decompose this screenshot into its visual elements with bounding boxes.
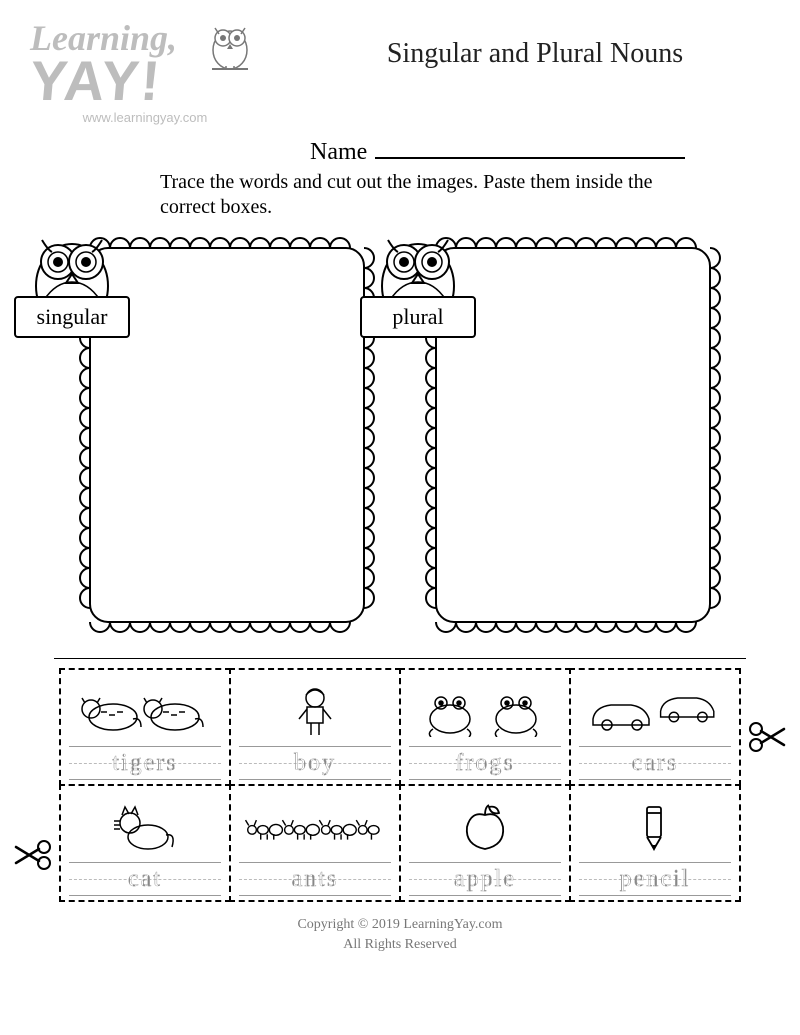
- trace-text: boy: [294, 750, 336, 777]
- trace-text: tigers: [112, 750, 177, 777]
- cutout-cell: cars: [569, 668, 741, 786]
- instructions: Trace the words and cut out the images. …: [160, 170, 700, 220]
- divider: [54, 658, 746, 659]
- boy-icon: [239, 676, 391, 746]
- trace-word[interactable]: frogs: [409, 746, 561, 780]
- name-field: Name: [310, 135, 770, 166]
- owl-icon: [206, 16, 254, 72]
- rights: All Rights Reserved: [30, 935, 770, 955]
- sort-area: singular: [30, 230, 770, 640]
- trace-word[interactable]: boy: [239, 746, 391, 780]
- trace-word[interactable]: cars: [579, 746, 731, 780]
- footer: Copyright © 2019 LearningYay.com All Rig…: [30, 915, 770, 954]
- apple-icon: [409, 792, 561, 862]
- header: Learning, YAY! www.learningyay.com Singu…: [30, 20, 770, 125]
- sort-box-singular: singular: [72, 230, 382, 640]
- trace-word[interactable]: ants: [239, 862, 391, 896]
- cutout-cell: cat: [59, 784, 231, 902]
- name-blank[interactable]: [375, 135, 685, 159]
- trace-text: frogs: [455, 750, 514, 777]
- cutout-cell: boy: [229, 668, 401, 786]
- page-title: Singular and Plural Nouns: [300, 38, 770, 70]
- trace-word[interactable]: cat: [69, 862, 221, 896]
- cars-icon: [579, 676, 731, 746]
- logo: Learning, YAY! www.learningyay.com: [30, 20, 260, 125]
- box-label-plural: plural: [360, 296, 476, 338]
- name-label: Name: [310, 139, 367, 166]
- cutout-cell: apple: [399, 784, 571, 902]
- box-label-text: singular: [37, 304, 108, 330]
- logo-url: www.learningyay.com: [30, 110, 260, 125]
- cutout-cell: ants: [229, 784, 401, 902]
- trace-word[interactable]: tigers: [69, 746, 221, 780]
- trace-text: apple: [454, 866, 516, 893]
- cutout-cell: frogs: [399, 668, 571, 786]
- ants-icon: [239, 792, 391, 862]
- trace-word[interactable]: apple: [409, 862, 561, 896]
- cutout-area: tigers boy frogs cars cat ants apple: [60, 669, 740, 901]
- tigers-icon: [69, 676, 221, 746]
- cat-icon: [69, 792, 221, 862]
- trace-text: cars: [632, 750, 679, 777]
- frogs-icon: [409, 676, 561, 746]
- trace-word[interactable]: pencil: [579, 862, 731, 896]
- cutout-cell: pencil: [569, 784, 741, 902]
- box-label-text: plural: [392, 304, 443, 330]
- trace-text: pencil: [620, 866, 691, 893]
- box-label-singular: singular: [14, 296, 130, 338]
- pencil-icon: [579, 792, 731, 862]
- trace-text: cat: [128, 866, 162, 893]
- cutout-cell: tigers: [59, 668, 231, 786]
- copyright: Copyright © 2019 LearningYay.com: [30, 915, 770, 935]
- trace-text: ants: [292, 866, 339, 893]
- sort-box-plural: plural: [418, 230, 728, 640]
- scissors-icon: [12, 833, 56, 877]
- scissors-icon: [744, 715, 788, 759]
- cutout-grid: tigers boy frogs cars cat ants apple: [60, 669, 740, 901]
